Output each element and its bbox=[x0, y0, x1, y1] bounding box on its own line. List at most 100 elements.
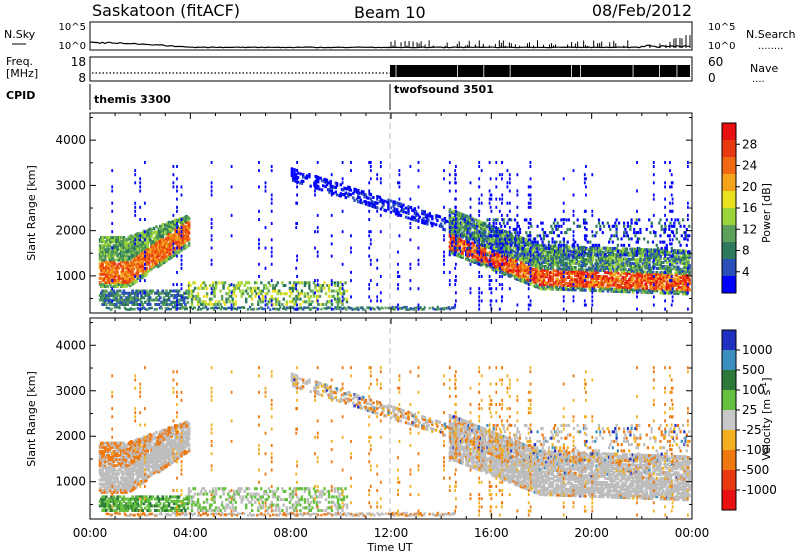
power-cell bbox=[166, 294, 170, 297]
power-cell bbox=[601, 267, 605, 270]
power-cell bbox=[147, 259, 151, 262]
power-cell bbox=[321, 303, 325, 306]
power-cell bbox=[587, 272, 591, 276]
power-cell bbox=[116, 272, 119, 276]
power-cell bbox=[675, 261, 679, 265]
power-cell bbox=[118, 298, 122, 302]
power-cell bbox=[492, 218, 495, 222]
power-cell bbox=[174, 300, 177, 304]
power-cell bbox=[570, 265, 573, 269]
power-cell bbox=[540, 262, 543, 266]
power-cell bbox=[196, 303, 200, 306]
power-cell bbox=[665, 243, 668, 247]
power-cell bbox=[146, 237, 149, 241]
power-cell bbox=[107, 262, 111, 266]
power-cell bbox=[117, 276, 121, 280]
power-cell bbox=[251, 292, 254, 296]
power-cell bbox=[655, 258, 659, 262]
power-cell bbox=[339, 194, 342, 198]
power-cell bbox=[103, 298, 107, 302]
power-cell bbox=[581, 274, 585, 278]
power-cell bbox=[248, 281, 251, 285]
power-cell bbox=[601, 260, 605, 264]
power-cell bbox=[396, 208, 399, 212]
power-cell bbox=[670, 263, 674, 267]
power-cell bbox=[601, 289, 605, 293]
power-cell bbox=[621, 253, 624, 257]
power-cell bbox=[659, 218, 662, 222]
power-cell bbox=[161, 235, 165, 239]
power-cell bbox=[630, 270, 634, 274]
power-cell bbox=[655, 287, 659, 291]
power-cell bbox=[136, 294, 139, 297]
power-cell bbox=[486, 259, 489, 263]
power-cell bbox=[288, 286, 292, 290]
power-cell bbox=[350, 306, 353, 310]
power-cell bbox=[566, 227, 569, 231]
power-cell bbox=[636, 250, 639, 254]
power-cell bbox=[542, 283, 546, 287]
power-cell bbox=[125, 252, 128, 256]
power-cell bbox=[665, 285, 669, 289]
power-cell bbox=[161, 223, 165, 226]
power-cell bbox=[629, 276, 632, 280]
power-cell bbox=[398, 213, 401, 217]
power-cell bbox=[493, 240, 496, 244]
power-cell bbox=[481, 243, 484, 247]
power-cell bbox=[414, 214, 418, 218]
power-cell bbox=[636, 284, 640, 288]
power-cell bbox=[574, 253, 577, 257]
power-cell bbox=[649, 250, 652, 254]
power-cell bbox=[261, 297, 264, 301]
power-cell bbox=[291, 284, 295, 287]
power-cell bbox=[633, 249, 636, 253]
power-cell bbox=[597, 252, 601, 256]
power-cell bbox=[641, 284, 645, 288]
power-cell bbox=[165, 291, 168, 295]
power-cell bbox=[595, 260, 598, 264]
power-cell bbox=[214, 286, 218, 290]
power-cell bbox=[529, 231, 532, 235]
power-cell bbox=[656, 253, 660, 257]
power-cell bbox=[619, 279, 622, 283]
power-cell bbox=[619, 273, 622, 277]
power-cell bbox=[125, 240, 128, 244]
power-cell bbox=[216, 303, 219, 306]
power-cell bbox=[448, 208, 452, 212]
power-cell bbox=[161, 243, 165, 247]
power-cell bbox=[120, 276, 123, 280]
power-cell bbox=[182, 300, 186, 304]
power-cell bbox=[305, 306, 308, 310]
power-cell bbox=[488, 250, 492, 254]
power-cell bbox=[196, 292, 200, 296]
power-cell bbox=[150, 234, 153, 238]
power-cell bbox=[122, 244, 126, 248]
power-cell bbox=[434, 223, 438, 227]
power-cell bbox=[634, 234, 637, 238]
power-cell bbox=[320, 303, 323, 306]
power-cell bbox=[137, 251, 141, 255]
power-cell bbox=[233, 286, 236, 290]
power-cell bbox=[624, 263, 627, 267]
power-cell bbox=[143, 307, 146, 311]
power-cell bbox=[269, 284, 272, 287]
power-cell bbox=[486, 253, 489, 257]
power-cell bbox=[359, 201, 362, 204]
power-cell bbox=[655, 260, 659, 264]
power-cell bbox=[237, 284, 240, 287]
power-cell bbox=[334, 190, 337, 194]
power-cell bbox=[523, 248, 527, 252]
power-cell bbox=[285, 292, 288, 296]
power-cell bbox=[579, 224, 582, 228]
power-cell bbox=[555, 250, 558, 254]
power-cell bbox=[584, 282, 587, 286]
power-cell bbox=[409, 217, 413, 221]
power-cell bbox=[648, 276, 651, 280]
power-cell bbox=[303, 300, 307, 304]
power-cell bbox=[476, 251, 479, 255]
power-cell bbox=[207, 303, 210, 306]
power-cell bbox=[427, 218, 430, 222]
power-cell bbox=[373, 203, 376, 207]
power-cell bbox=[387, 207, 390, 211]
nsky-label: N.Sky bbox=[4, 28, 36, 41]
